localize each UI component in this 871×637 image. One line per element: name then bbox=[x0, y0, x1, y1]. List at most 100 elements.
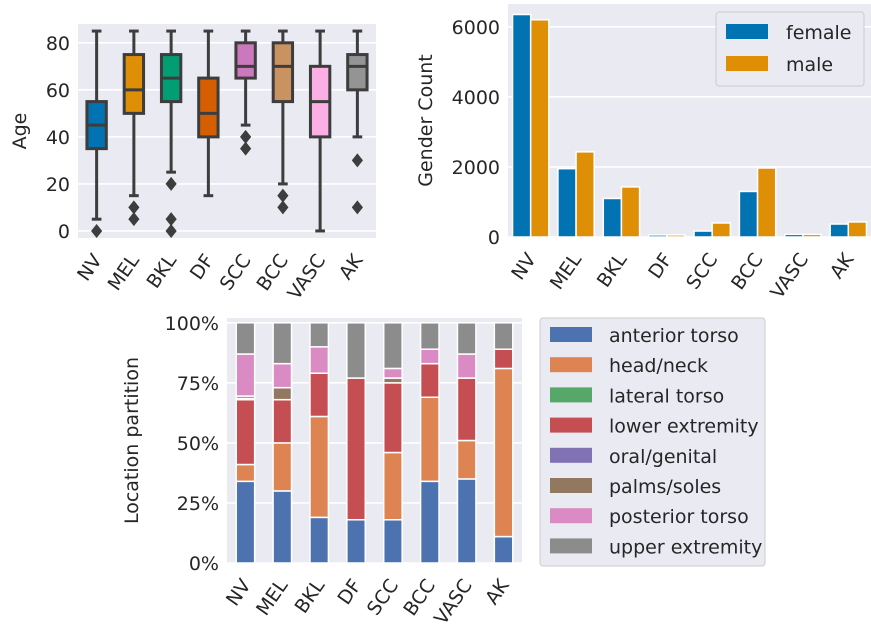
outlier-point bbox=[165, 212, 177, 227]
x-tick-label-scc: SCC bbox=[682, 249, 722, 293]
iqr-box bbox=[122, 53, 146, 115]
bar-male-bkl bbox=[620, 186, 641, 238]
outlier-point bbox=[277, 200, 289, 215]
legend-swatch-upper-extremity bbox=[550, 538, 592, 554]
bar-female-bkl bbox=[602, 197, 623, 238]
plot-background bbox=[227, 318, 522, 563]
stack-segment-lower-extremity-scc bbox=[382, 382, 403, 454]
x-tick-label-vasc: VASC bbox=[283, 250, 330, 304]
stack-segment-posterior-torso-mel bbox=[272, 362, 293, 389]
legend-label-lateral-torso: lateral torso bbox=[609, 385, 724, 407]
stack-segment-upper-extremity-bkl bbox=[309, 322, 330, 348]
stack-segment-upper-extremity-vasc bbox=[456, 322, 477, 355]
stack-segment-anterior-torso-nv bbox=[235, 480, 256, 564]
legend-label-female: female bbox=[786, 22, 852, 44]
stack-segment-head-neck-scc bbox=[382, 451, 403, 521]
stack-segment-posterior-torso-scc bbox=[382, 367, 403, 379]
stack-segment-head-neck-ak bbox=[493, 367, 514, 538]
legend-swatch-female bbox=[726, 24, 768, 39]
outlier-point bbox=[165, 176, 177, 191]
y-tick-label: 0 bbox=[58, 221, 70, 243]
x-tick-label-ak: AK bbox=[481, 575, 514, 609]
legend-label-posterior-torso: posterior torso bbox=[609, 506, 749, 528]
legend-label-head-neck: head/neck bbox=[609, 355, 708, 377]
y-tick-label: 0 bbox=[488, 227, 500, 249]
x-tick-label-nv: NV bbox=[222, 575, 256, 610]
outlier-point bbox=[351, 153, 363, 168]
stack-segment-lower-extremity-bcc bbox=[419, 362, 440, 399]
stack-segment-lower-extremity-mel bbox=[272, 398, 293, 444]
legend-label-palms-soles: palms/soles bbox=[609, 476, 721, 498]
bar-female-vasc bbox=[784, 233, 804, 238]
stack-segment-upper-extremity-bcc bbox=[419, 322, 440, 350]
bar-male-ak bbox=[847, 221, 868, 238]
stack-segment-lower-extremity-nv bbox=[235, 398, 256, 466]
y-tick-label: 20 bbox=[46, 174, 70, 196]
stack-segment-anterior-torso-df bbox=[346, 519, 367, 564]
y-tick-label: 40 bbox=[46, 127, 70, 149]
bar-female-ak bbox=[829, 223, 850, 238]
outlier-point bbox=[165, 223, 177, 238]
stack-segment-upper-extremity-ak bbox=[493, 322, 514, 350]
legend-swatch-head-neck bbox=[550, 357, 592, 373]
bar-female-bcc bbox=[738, 190, 759, 238]
stack-segment-anterior-torso-bcc bbox=[419, 480, 440, 564]
stack-segment-lower-extremity-vasc bbox=[456, 377, 477, 442]
x-tick-label-mel: MEL bbox=[252, 575, 293, 620]
stack-segment-upper-extremity-mel bbox=[272, 322, 293, 365]
legend-frame bbox=[539, 317, 766, 567]
bar-male-df bbox=[666, 234, 686, 238]
stack-segment-palms-soles-mel bbox=[272, 386, 293, 401]
stack-segment-upper-extremity-scc bbox=[382, 322, 403, 370]
iqr-box bbox=[271, 41, 295, 104]
x-tick-label-bkl: BKL bbox=[291, 575, 330, 618]
x-tick-label-mel: MEL bbox=[546, 249, 587, 294]
y-tick-label: 6000 bbox=[452, 17, 500, 39]
bar-male-scc bbox=[711, 222, 732, 238]
outlier-point bbox=[240, 141, 252, 156]
y-tick-label: 75% bbox=[177, 373, 219, 395]
x-tick-label-bkl: BKL bbox=[593, 249, 632, 292]
x-tick-label-nv: NV bbox=[507, 249, 541, 284]
box-scc bbox=[234, 29, 257, 156]
stack-segment-head-neck-mel bbox=[272, 442, 293, 492]
stack-segment-posterior-torso-bcc bbox=[419, 348, 440, 365]
iqr-box bbox=[346, 53, 369, 92]
location-legend: anterior torso head/neck lateral torso lowe… bbox=[539, 317, 766, 567]
outlier-point bbox=[240, 129, 252, 144]
stack-segment-anterior-torso-bkl bbox=[309, 516, 330, 564]
legend-swatch-anterior-torso bbox=[550, 327, 592, 342]
x-tick-label-bcc: BCC bbox=[727, 249, 768, 294]
legend-swatch-lateral-torso bbox=[550, 387, 592, 403]
x-tick-label-df: DF bbox=[333, 575, 366, 609]
stack-segment-posterior-torso-bkl bbox=[309, 346, 330, 374]
stack-segment-head-neck-bcc bbox=[419, 396, 440, 483]
bar-male-nv bbox=[529, 19, 550, 238]
stack-segment-lower-extremity-df bbox=[346, 377, 367, 521]
y-tick-label: 25% bbox=[177, 493, 219, 515]
legend-label-oral-genital: oral/genital bbox=[609, 446, 717, 468]
outlier-point bbox=[128, 212, 140, 227]
bar-female-df bbox=[647, 234, 668, 238]
box-nv bbox=[85, 29, 108, 238]
x-tick-label-df: DF bbox=[186, 250, 219, 284]
legend-label-lower-extremity: lower extremity bbox=[609, 416, 759, 438]
bar-male-mel bbox=[575, 151, 595, 238]
stack-segment-posterior-torso-nv bbox=[235, 353, 256, 397]
iqr-box bbox=[197, 76, 220, 139]
box-df bbox=[197, 29, 220, 198]
legend-label-upper-extremity: upper extremity bbox=[609, 536, 762, 558]
legend-swatch-male bbox=[726, 56, 768, 71]
legend-swatch-palms-soles bbox=[550, 478, 592, 493]
bar-male-bcc bbox=[756, 167, 777, 238]
bar-female-mel bbox=[557, 167, 577, 238]
box-ak bbox=[346, 29, 369, 215]
x-tick-label-vasc: VASC bbox=[430, 575, 477, 629]
x-tick-label-scc: SCC bbox=[363, 575, 403, 619]
outlier-point bbox=[91, 223, 103, 238]
y-tick-label: 0% bbox=[189, 553, 219, 575]
box-vasc bbox=[308, 29, 332, 233]
y-tick-label: 50% bbox=[177, 433, 219, 455]
